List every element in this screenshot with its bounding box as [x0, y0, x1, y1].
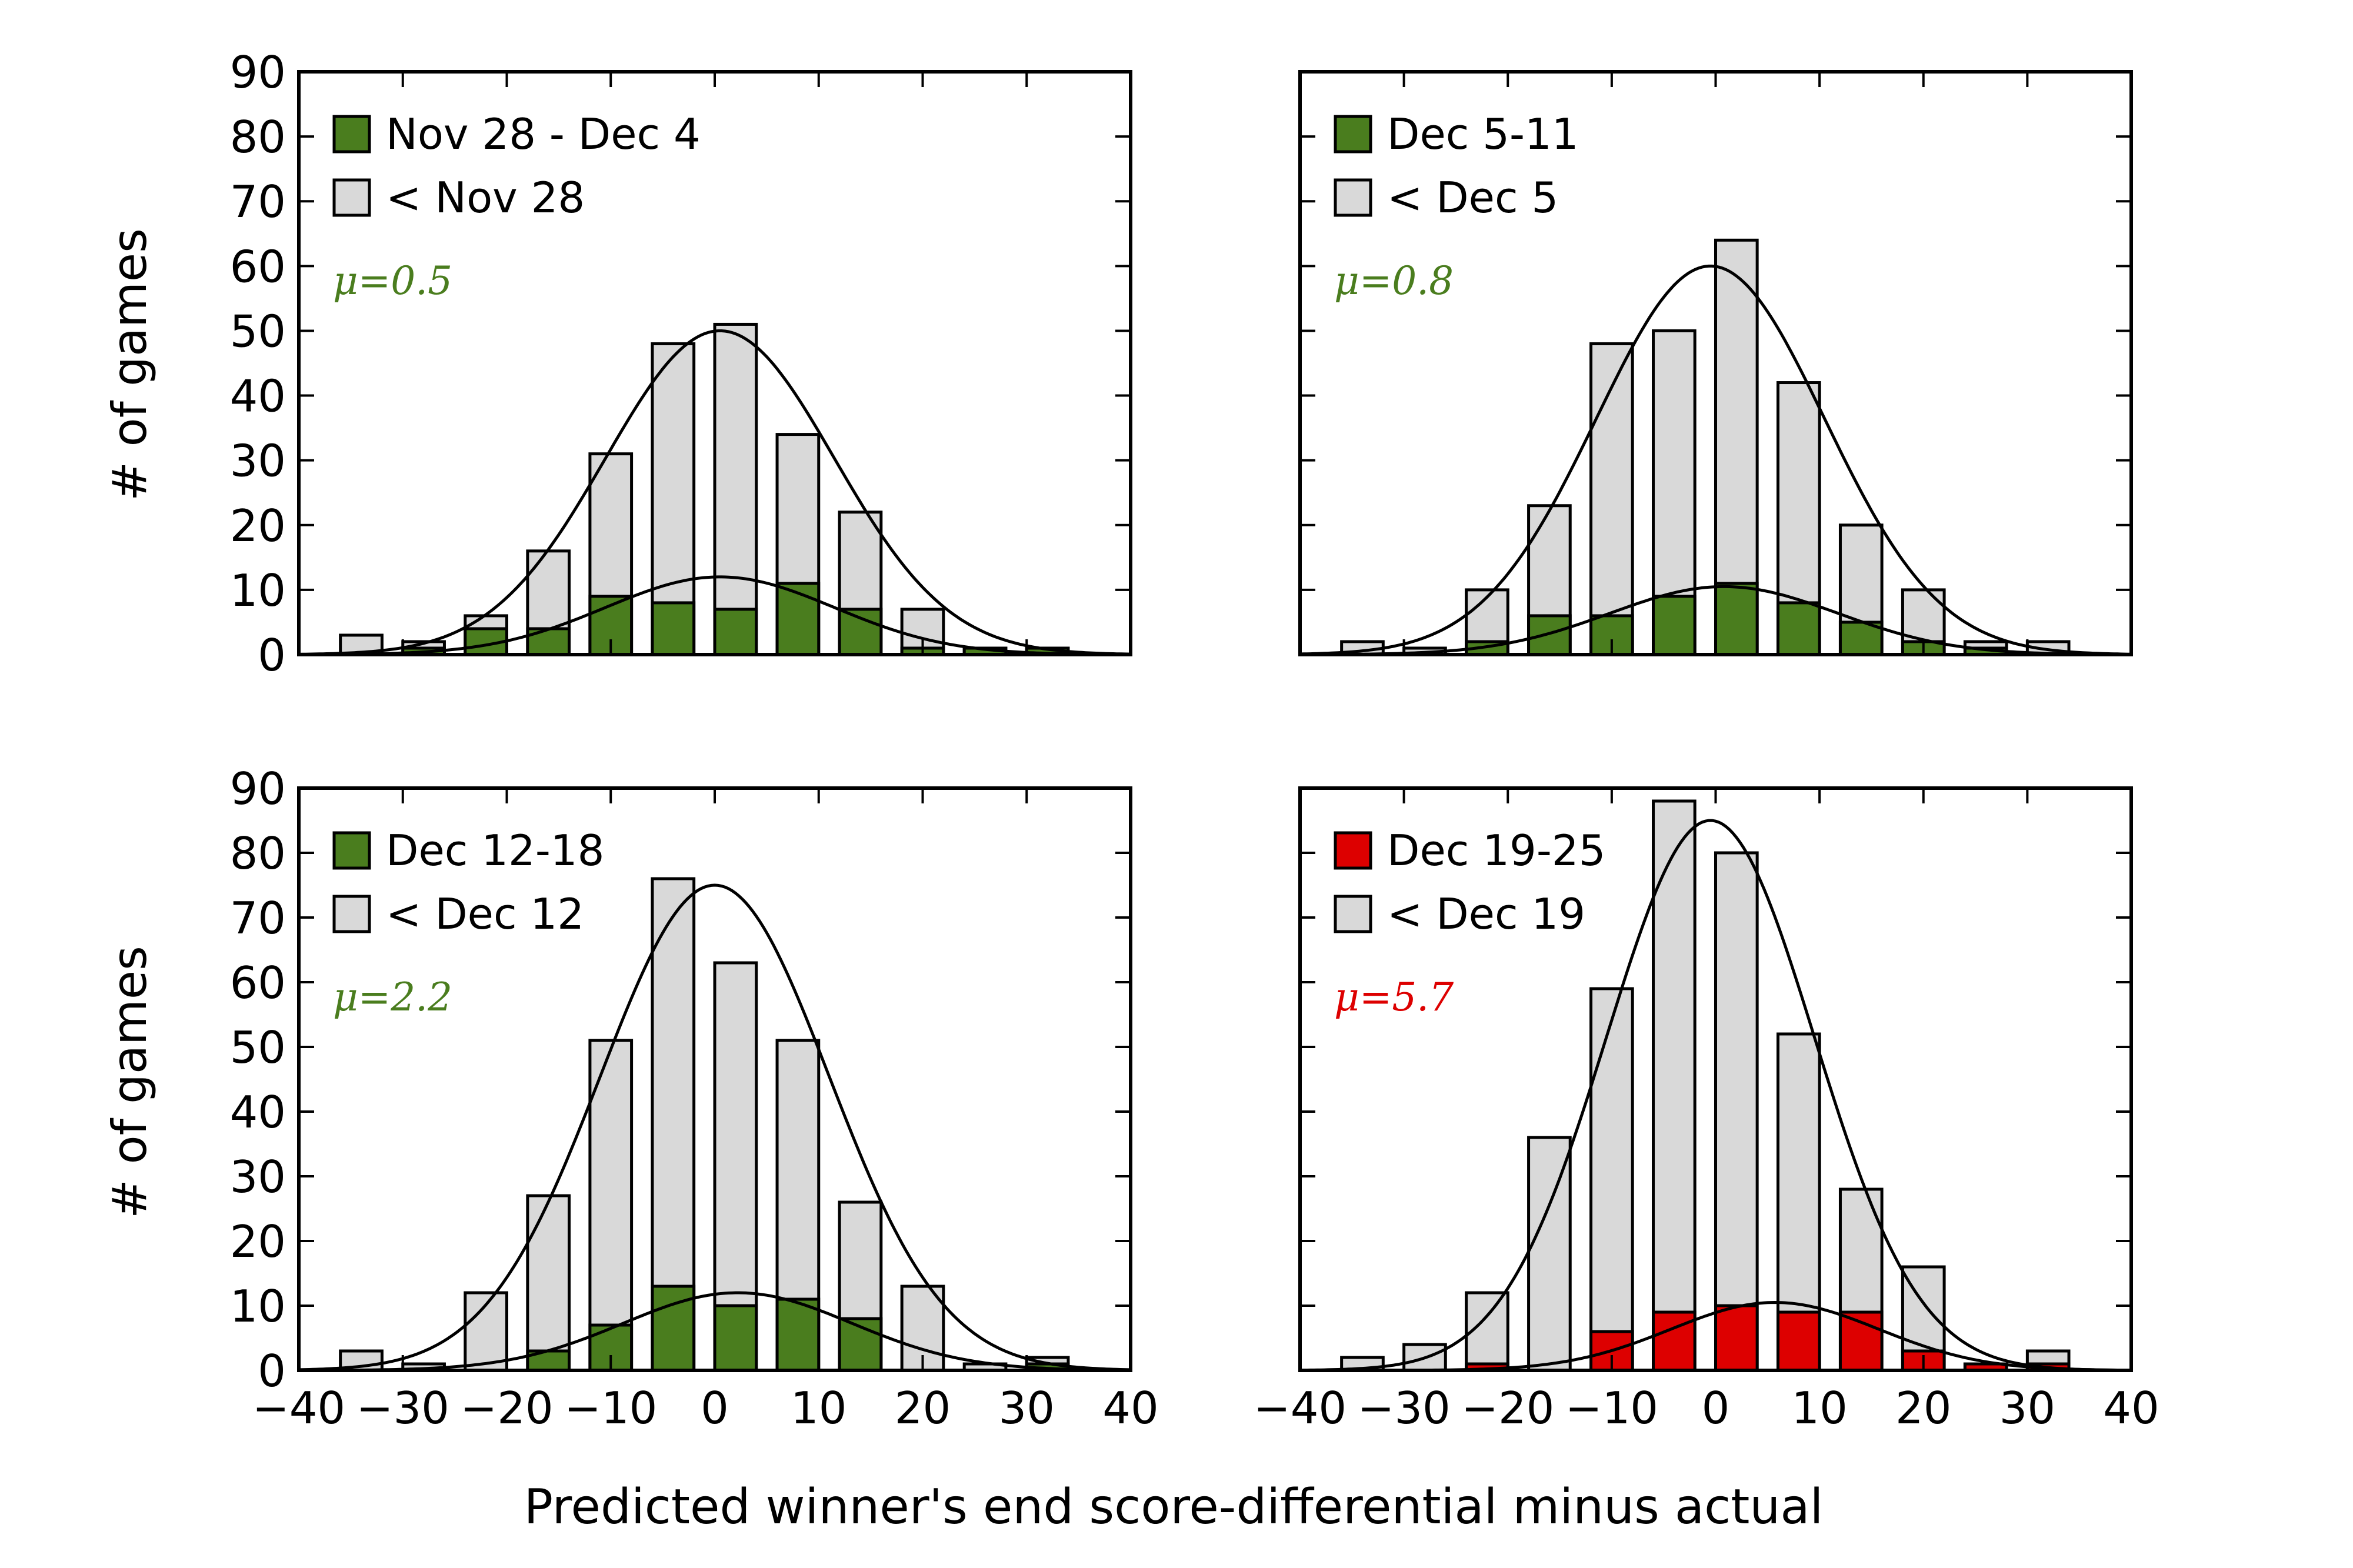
legend-label: < Dec 12 [386, 889, 584, 939]
bar-total [1589, 987, 1634, 1372]
y-tick-label: 60 [230, 957, 286, 1009]
y-axis-label-bottom: # of games [102, 946, 157, 1219]
chart-panel-bottom-right: −40 −30 −20 −10 0 10 20 30 40 Dec 19-25 < Dec 19 μ=… [1254, 786, 2159, 1434]
fit-curve-total [1299, 264, 2131, 656]
y-tick-label: 50 [230, 305, 286, 357]
bar-total [713, 322, 758, 656]
x-tick-label: 20 [1895, 1382, 1951, 1434]
bar-recent [651, 601, 696, 656]
mu-annotation: μ=0.5 [333, 258, 452, 303]
y-tick-label: 40 [230, 1086, 286, 1138]
bar-recent [838, 608, 883, 656]
y-tick-label: 80 [230, 111, 286, 163]
x-tick-label: −40 [1254, 1382, 1347, 1434]
x-tick-label: 10 [791, 1382, 846, 1434]
x-tick-label: 0 [701, 1382, 729, 1434]
fit-curve-recent [299, 1291, 1131, 1372]
bar-total [1714, 851, 1759, 1372]
x-tick-label: −20 [460, 1382, 553, 1434]
chart-panel-top-right: Dec 5-11 < Dec 5 μ=0.8 [1298, 70, 2133, 656]
legend-label: Nov 28 - Dec 4 [386, 109, 701, 159]
legend-label: < Dec 5 [1387, 173, 1558, 222]
y-tick-label: 20 [230, 1216, 286, 1267]
y-tick-label: 90 [230, 763, 286, 815]
bar-recent [713, 1304, 758, 1372]
bar-total [1652, 799, 1697, 1372]
x-tick-label: 40 [2103, 1382, 2159, 1434]
x-tick-label: 10 [1791, 1382, 1847, 1434]
bar-recent [1714, 582, 1759, 656]
fit-curve-total [1300, 819, 2131, 1372]
legend-swatch [332, 178, 371, 217]
legend-label: Dec 5-11 [1387, 109, 1579, 159]
x-tick-label: −30 [1357, 1382, 1450, 1434]
chart-panel-bottom-left: 0 10 20 30 40 50 60 70 80 90 −40 −30 −20 −10 0 10 20 30 40… [230, 763, 1159, 1434]
legend-label: < Nov 28 [386, 173, 585, 222]
mu-annotation: μ=2.2 [333, 975, 452, 1020]
y-tick-label: 70 [230, 892, 286, 944]
x-tick-label: −40 [252, 1382, 345, 1434]
fit-curve-recent [1300, 585, 2131, 656]
x-tick-label: 20 [895, 1382, 951, 1434]
y-tick-label: 30 [230, 435, 286, 487]
legend-swatch [332, 831, 371, 870]
bar-recent [1776, 601, 1821, 656]
bar-total [1527, 1136, 1572, 1372]
y-tick-label: 90 [230, 46, 286, 98]
x-tick-label: 30 [999, 1382, 1055, 1434]
bar-recent [1776, 1310, 1821, 1372]
chart-panel-top-left: 0 10 20 30 40 50 60 70 80 90 Nov 28 - Dec 4 < Nov 2… [230, 46, 1132, 681]
bar-recent [775, 1297, 821, 1372]
x-tick-label: 30 [1999, 1382, 2055, 1434]
mu-annotation: μ=0.8 [1334, 258, 1454, 303]
fit-curve-recent [299, 575, 1131, 656]
y-tick-label: 50 [230, 1022, 286, 1073]
y-tick-label: 10 [230, 1280, 286, 1332]
fit-curve-total [298, 883, 1131, 1372]
legend-label: Dec 12-18 [386, 826, 604, 875]
legend-label: Dec 19-25 [1387, 826, 1605, 875]
x-tick-label: −30 [356, 1382, 449, 1434]
bar-recent [1527, 614, 1572, 656]
y-tick-label: 0 [258, 629, 286, 681]
x-axis-label: Predicted winner's end score-differentia… [524, 1479, 1824, 1535]
fit-curve-total [298, 329, 1131, 656]
y-tick-label: 10 [230, 565, 286, 616]
bar-total [1589, 342, 1634, 656]
x-tick-label: −10 [564, 1382, 657, 1434]
y-tick-label: 60 [230, 241, 286, 292]
x-tick-label: −20 [1461, 1382, 1554, 1434]
y-tick-label: 30 [230, 1151, 286, 1203]
y-tick-label: 20 [230, 500, 286, 552]
legend-swatch [1334, 115, 1372, 154]
legend-swatch [332, 895, 371, 933]
bar-total [526, 1194, 571, 1372]
y-tick-label: 70 [230, 176, 286, 228]
y-axis-label-top: # of games [102, 228, 157, 501]
legend-swatch [332, 115, 371, 154]
legend-swatch [1334, 895, 1372, 933]
bar-recent [713, 608, 758, 656]
bar-total [588, 1039, 634, 1372]
bar-recent [1714, 1304, 1759, 1372]
y-tick-label: 80 [230, 828, 286, 879]
x-tick-label: 40 [1102, 1382, 1158, 1434]
legend-swatch [1334, 831, 1372, 870]
x-tick-label: 0 [1702, 1382, 1730, 1434]
bar-recent [1652, 595, 1697, 656]
y-tick-label: 0 [258, 1345, 286, 1397]
mu-annotation: μ=5.7 [1334, 975, 1454, 1020]
y-tick-label: 40 [230, 371, 286, 422]
legend-label: < Dec 19 [1387, 889, 1585, 939]
legend-swatch [1334, 178, 1372, 217]
x-tick-label: −10 [1565, 1382, 1658, 1434]
